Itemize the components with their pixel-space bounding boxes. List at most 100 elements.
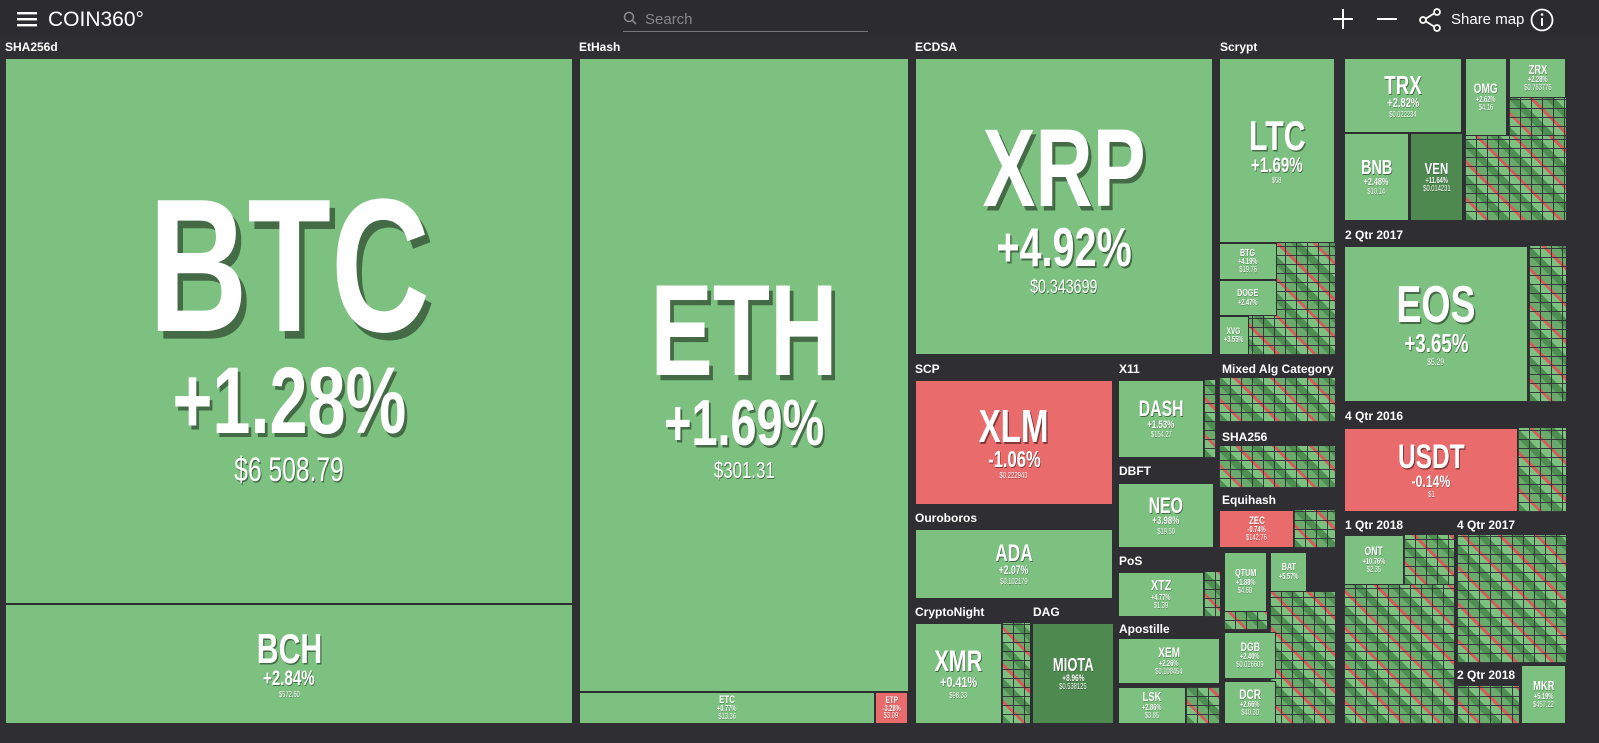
coin-change: +11.64% [1425, 175, 1448, 185]
coin-tile[interactable]: XMR +0.41% $98.33 [915, 623, 1002, 724]
coin-symbol: XEM [1158, 644, 1180, 661]
coin-tile[interactable]: QTUM +1.88% $4.60 [1224, 552, 1267, 612]
coin-change: +2.28% [1527, 75, 1548, 85]
header: COIN360° Search Share map [0, 0, 1599, 38]
zoom-in[interactable] [1333, 9, 1353, 29]
coin-change: -1.06% [987, 445, 1041, 472]
coin-price: $58 [1272, 176, 1282, 186]
small-tiles [1219, 446, 1335, 488]
coin-symbol: DOGE [1237, 288, 1259, 300]
coin-tile[interactable]: ADA +2.07% $0.102179 [915, 529, 1113, 599]
coin-symbol: XTZ [1150, 577, 1172, 595]
small-tiles [1457, 535, 1566, 663]
coin-tile[interactable]: XRP +4.92% $0.343699 [915, 58, 1213, 355]
coin-tile[interactable]: MIOTA +8.96% $0.538125 [1032, 623, 1114, 724]
coin-tile[interactable]: XVG +3.55% [1219, 316, 1249, 355]
coin-change: +0.41% [940, 674, 977, 692]
coin-price: $154.27 [1150, 430, 1172, 440]
group-label: DBFT [1119, 464, 1151, 478]
coin-tile[interactable]: EOS +3.65% $5.29 [1344, 246, 1528, 402]
coin-price: $13.36 [718, 712, 736, 722]
coin-tile[interactable]: USDT -0.14% $1 [1344, 428, 1518, 512]
coin-price: $0.102179 [1000, 576, 1028, 586]
coin-symbol: XMR [934, 644, 983, 678]
coin-tile[interactable]: ZRX +2.28% $0.763776 [1509, 58, 1566, 98]
zoom-out[interactable] [1377, 9, 1397, 29]
coin-price: $6 508.79 [234, 450, 344, 489]
coin-symbol: OMG [1473, 80, 1499, 97]
coin-price: $5.29 [1427, 356, 1445, 367]
coin-symbol: BAT [1281, 562, 1296, 574]
coin-price: $0.022234 [1389, 109, 1417, 119]
coin-change: +3.55% [1224, 334, 1244, 344]
coin-price: $3.09 [884, 711, 899, 721]
coin-change: +4.92% [996, 216, 1132, 279]
coin-tile[interactable]: XTZ +4.77% $1.39 [1118, 572, 1204, 617]
coin-tile[interactable]: DCR +2.66% $40.30 [1224, 681, 1276, 724]
group-label: Ouroboros [915, 511, 977, 525]
coin-tile[interactable]: XLM -1.06% $0.222943 [915, 380, 1113, 505]
coin-price: $2.35 [1366, 564, 1382, 574]
coin-change: +2.86% [1142, 702, 1162, 712]
share-button[interactable]: Share map [1451, 11, 1525, 28]
group-label: 2 Qtr 2017 [1345, 228, 1404, 242]
small-tiles [1204, 572, 1220, 617]
coin-tile[interactable]: MKR +5.19% $457.22 [1521, 665, 1566, 724]
small-tiles [1294, 510, 1335, 548]
coin-change: +1.69% [1251, 153, 1303, 177]
search-underline [623, 31, 868, 32]
coin-change: +1.69% [663, 386, 825, 460]
coin-tile[interactable]: XEM +2.26% $0.108454 [1118, 638, 1220, 684]
coin-price: $98.33 [949, 690, 968, 700]
small-tiles [1270, 592, 1335, 724]
coin-tile[interactable]: ETH +1.69% $301.31 [579, 58, 909, 692]
coin-tile[interactable]: LTC +1.69% $58 [1219, 58, 1335, 243]
small-tiles [1509, 98, 1566, 136]
share-icon[interactable] [1418, 8, 1442, 32]
coin-tile[interactable]: LSK +2.86% $3.85 [1118, 687, 1186, 724]
small-tiles [1465, 136, 1566, 221]
coin-symbol: XVG [1227, 326, 1241, 337]
info-button[interactable] [1530, 8, 1554, 32]
coin-tile[interactable]: TRX +2.82% $0.022234 [1344, 58, 1462, 133]
coin-price: $572.60 [278, 689, 300, 699]
coin-tile[interactable]: BAT +5.57% [1270, 552, 1307, 592]
coin-tile[interactable]: NEO +3.98% $19.50 [1118, 483, 1214, 548]
coin-tile[interactable]: DASH +1.53% $154.27 [1118, 380, 1204, 458]
coin-change: +5.57% [1278, 571, 1299, 581]
coin-tile[interactable]: ETP -3.28% $3.09 [875, 692, 908, 724]
small-tiles [1518, 428, 1566, 512]
group-label: 4 Qtr 2017 [1457, 518, 1516, 532]
coin-tile[interactable]: DGB +2.40% $0.026609 [1224, 632, 1276, 679]
group-label: EtHash [579, 40, 621, 54]
small-tiles [1204, 380, 1216, 458]
coin-tile[interactable]: OMG +2.62% $4.16 [1465, 58, 1507, 136]
coin-tile[interactable]: ETC +0.77% $13.36 [579, 692, 875, 724]
logo[interactable]: COIN360° [48, 8, 144, 31]
coin-symbol: XRP [982, 106, 1146, 230]
coin-price: $3.85 [1144, 710, 1160, 720]
small-tiles [1529, 246, 1566, 402]
coin-tile[interactable]: BTC +1.28% $6 508.79 [5, 58, 573, 604]
coin-tile[interactable]: ONT +10.76% $2.35 [1344, 535, 1404, 585]
coin-price: $142.76 [1246, 533, 1267, 543]
group-label: Scrypt [1220, 40, 1258, 54]
group-label: CryptoNight [915, 605, 985, 619]
search-input[interactable]: Search [645, 11, 693, 28]
coin-tile[interactable]: DOGE +2.47% [1219, 280, 1277, 316]
coin-tile[interactable]: ZEC -0.74% $142.76 [1219, 510, 1294, 548]
coin-price: $301.31 [713, 457, 775, 484]
coin-change: +2.07% [999, 563, 1029, 578]
coin-tile[interactable]: BTG +4.19% $19.76 [1219, 243, 1277, 280]
small-tiles [1219, 378, 1335, 422]
coin-symbol: USDT [1397, 438, 1465, 477]
coin-tile[interactable]: BCH +2.84% $572.60 [5, 604, 573, 724]
coin-symbol: BTC [148, 159, 430, 372]
coin-symbol: XLM [979, 399, 1049, 452]
menu-button[interactable] [17, 11, 37, 27]
group-label: Mixed Alg Category [1222, 362, 1334, 376]
coin-change: +2.40% [1240, 652, 1260, 662]
coin-tile[interactable]: VEN +11.64% $0.014231 [1410, 133, 1463, 221]
coin-price: $0.222943 [999, 471, 1029, 481]
coin-tile[interactable]: BNB +2.48% $10.14 [1344, 133, 1409, 221]
